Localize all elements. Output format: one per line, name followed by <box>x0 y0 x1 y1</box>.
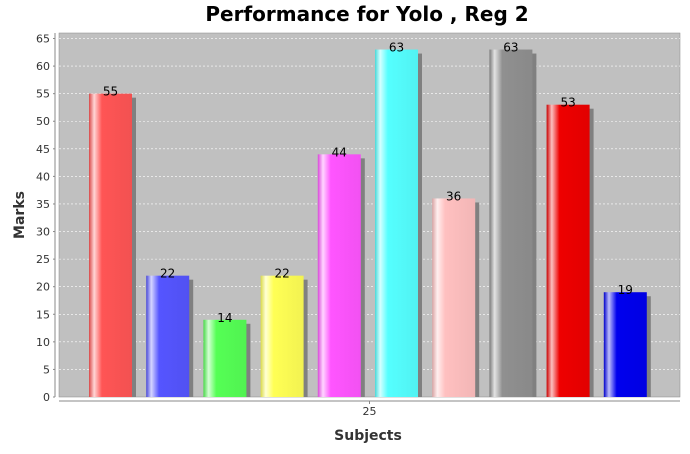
bar-value-label: 55 <box>103 85 118 99</box>
y-tick-label: 25 <box>36 253 50 266</box>
bar-rect <box>317 154 361 397</box>
bar-value-label: 19 <box>618 283 633 297</box>
bar-value-label: 36 <box>446 189 461 203</box>
y-tick-label: 15 <box>36 308 50 321</box>
bar-rect <box>432 198 476 397</box>
x-axis-label: Subjects <box>334 428 402 444</box>
y-axis-label: Marks <box>12 191 28 239</box>
bar-4: 22 <box>260 267 308 397</box>
bar-2: 22 <box>146 267 194 397</box>
bar-rect <box>89 93 132 398</box>
y-tick-label: 40 <box>36 170 50 183</box>
bar-5: 44 <box>317 145 365 397</box>
bar-rect <box>603 292 647 397</box>
y-tick-label: 35 <box>36 198 50 211</box>
bar-10: 19 <box>603 283 651 397</box>
axes: 0 5 10 15 20 25 30 35 40 45 50 55 60 65 25 <box>36 33 680 418</box>
y-tick-label: 5 <box>43 363 50 376</box>
bar-rect <box>489 49 533 397</box>
bar-9: 53 <box>546 96 594 398</box>
bar-3: 14 <box>203 311 251 397</box>
y-tick-label: 55 <box>36 88 50 101</box>
y-tick-label: 50 <box>36 115 50 128</box>
bar-rect <box>203 319 247 397</box>
bar-value-label: 14 <box>217 311 232 325</box>
y-tick-label: 0 <box>43 391 50 404</box>
x-tick-label: 25 <box>363 405 377 418</box>
y-tick-label: 65 <box>36 33 50 46</box>
y-tick-label: 30 <box>36 226 50 239</box>
y-tick-label: 20 <box>36 281 50 294</box>
bar-value-label: 63 <box>389 41 404 55</box>
bar-value-label: 44 <box>332 145 347 159</box>
bar-value-label: 22 <box>274 267 289 281</box>
bar-value-label: 53 <box>560 96 575 110</box>
chart-title: Performance for Yolo , Reg 2 <box>205 2 528 26</box>
bar-rect <box>260 275 304 397</box>
y-tick-label: 10 <box>36 336 50 349</box>
bars: 55 22 14 22 44 63 36 63 53 19 <box>89 41 651 398</box>
bar-1: 55 <box>89 85 136 398</box>
bar-8: 63 <box>489 41 537 397</box>
y-tick-label: 60 <box>36 60 50 73</box>
bar-rect <box>146 275 190 397</box>
bar-value-label: 22 <box>160 267 175 281</box>
y-tick-label: 45 <box>36 143 50 156</box>
bar-value-label: 63 <box>503 41 518 55</box>
bar-7: 36 <box>432 189 480 397</box>
bar-rect <box>375 49 418 397</box>
bar-6: 63 <box>375 41 422 397</box>
bar-rect <box>546 104 590 398</box>
